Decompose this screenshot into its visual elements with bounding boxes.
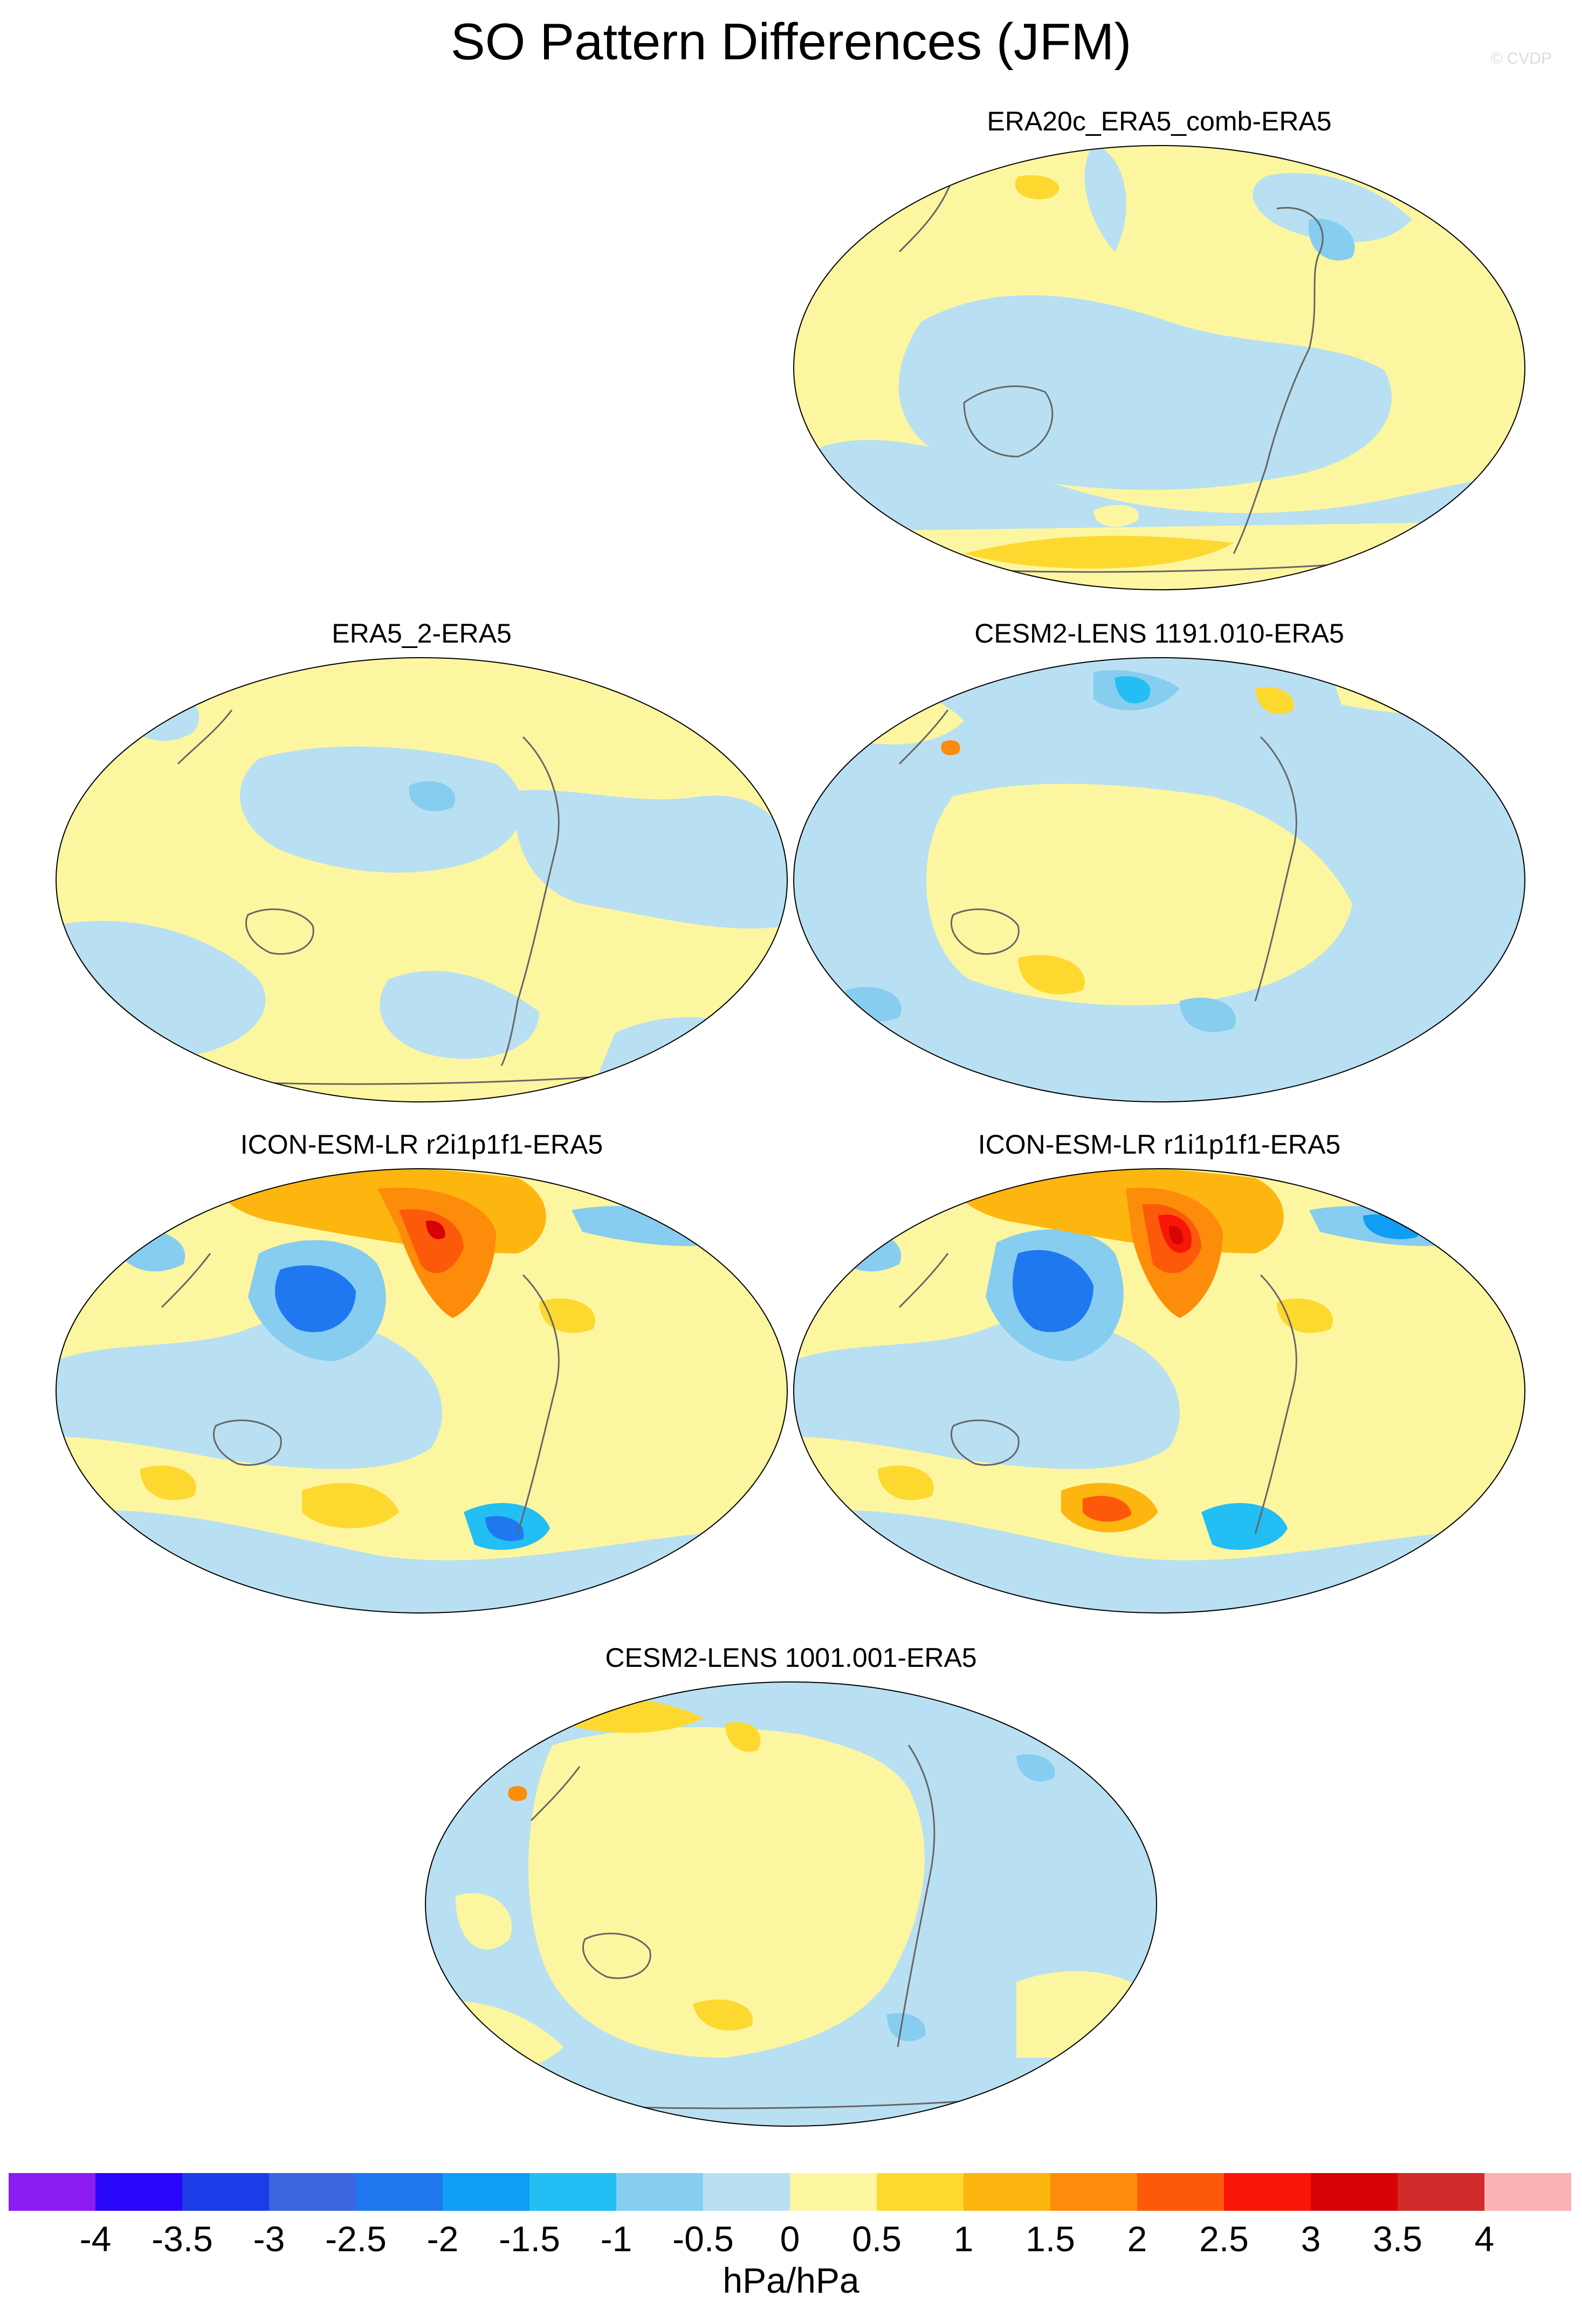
colorbar-tick-label: -0.5 [672,2219,734,2259]
map-panel-icon-r2i1p1f1: ICON-ESM-LR r2i1p1f1-ERA5 [54,1128,789,1632]
map-era20c [793,145,1525,590]
colorbar-box [1484,2173,1571,2211]
colorbar-tick-label: -3.5 [152,2219,213,2259]
map-panel-era20c: ERA20c_ERA5_comb-ERA5 [792,105,1527,609]
colorbar-tick-label: 2.5 [1199,2219,1249,2259]
colorbar-units: hPa/hPa [723,2260,859,2300]
colorbar-box [269,2173,356,2211]
colorbar-box [964,2173,1050,2211]
colorbar [9,2173,1572,2211]
colorbar-tick-label: 3 [1301,2219,1321,2259]
colorbar-tick-label: 1.5 [1026,2219,1075,2259]
colorbar-box [790,2173,877,2211]
colorbar-tick-label: 0 [780,2219,800,2259]
colorbar-box [1224,2173,1311,2211]
colorbar-box [1311,2173,1398,2211]
colorbar-tick-label: -1.5 [499,2219,560,2259]
colorbar-tick-label: 1 [953,2219,974,2259]
colorbar-tick-label: 4 [1474,2219,1495,2259]
map-panel-cesm2-1001: CESM2-LENS 1001.001-ERA5 [423,1642,1159,2146]
map-panel-cesm2-1191: CESM2-LENS 1191.010-ERA5 [792,617,1527,1121]
map-panel-era5-2: ERA5_2-ERA5 [54,617,789,1121]
colorbar-box [1398,2173,1484,2211]
colorbar-box [9,2173,95,2211]
colorbar-box [95,2173,182,2211]
colorbar-box [1050,2173,1137,2211]
panel-title: CESM2-LENS 1191.010-ERA5 [974,618,1344,649]
colorbar-box [703,2173,790,2211]
panel-title: ERA5_2-ERA5 [332,618,512,649]
map-cesm2-1001 [425,1681,1157,2127]
panel-title: ERA20c_ERA5_comb-ERA5 [987,106,1332,136]
colorbar-box [182,2173,269,2211]
map-icon-r1i1p1f1 [793,1168,1525,1613]
colorbar-tick-label: 2 [1127,2219,1147,2259]
panel-title: CESM2-LENS 1001.001-ERA5 [605,1643,977,1673]
copyright-text: © CVDP [1490,50,1552,67]
colorbar-box [877,2173,964,2211]
panel-title: ICON-ESM-LR r2i1p1f1-ERA5 [240,1129,603,1160]
colorbar-box [1137,2173,1224,2211]
colorbar-tick-label: -2 [427,2219,459,2259]
map-era5-2 [56,657,788,1102]
colorbar-tick-label: 3.5 [1373,2219,1422,2259]
colorbar-tick-label: -2.5 [325,2219,387,2259]
colorbar-tick-label: -4 [79,2219,112,2259]
colorbar-box [356,2173,443,2211]
map-cesm2-1191 [793,657,1525,1102]
map-icon-r2i1p1f1 [56,1168,788,1613]
figure-title: SO Pattern Differences (JFM) [450,13,1132,71]
colorbar-box [529,2173,616,2211]
panel-title: ICON-ESM-LR r1i1p1f1-ERA5 [978,1129,1341,1160]
colorbar-tick-label: -1 [600,2219,632,2259]
colorbar-tick-label: 0.5 [852,2219,902,2259]
map-panel-icon-r1i1p1f1: ICON-ESM-LR r1i1p1f1-ERA5 [792,1128,1527,1632]
colorbar-box [616,2173,703,2211]
colorbar-tick-label: -3 [253,2219,285,2259]
colorbar-box [443,2173,529,2211]
